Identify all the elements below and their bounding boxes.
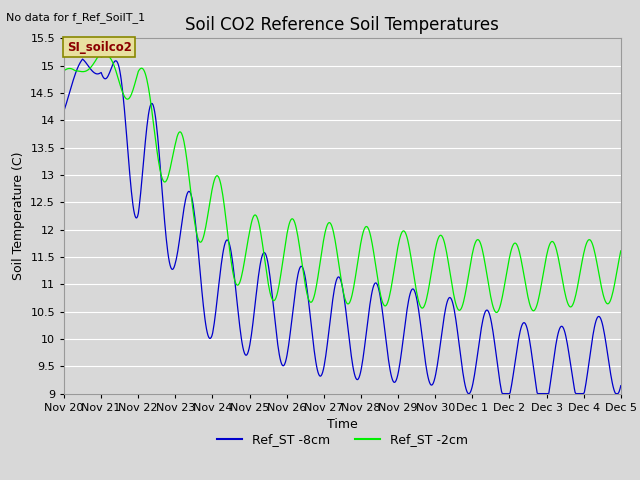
Ref_ST -8cm (128, 196, 136, 202)
Title: Soil CO2 Reference Soil Temperatures: Soil CO2 Reference Soil Temperatures (186, 16, 499, 34)
Ref_ST -2cm (128, 90, 136, 96)
Text: SI_soilco2: SI_soilco2 (67, 41, 132, 54)
Ref_ST -8cm (465, 391, 473, 396)
Ref_ST -2cm (60, 68, 68, 73)
Line: Ref_ST -8cm: Ref_ST -8cm (64, 59, 621, 394)
Ref_ST -2cm (411, 279, 419, 285)
Ref_ST -2cm (428, 271, 435, 277)
Ref_ST -2cm (214, 173, 222, 179)
Ref_ST -8cm (428, 382, 435, 388)
Ref_ST -2cm (97, 50, 104, 56)
Ref_ST -8cm (185, 189, 193, 194)
Text: No data for f_Ref_SoilT_1: No data for f_Ref_SoilT_1 (6, 12, 145, 23)
Ref_ST -8cm (617, 383, 625, 388)
Y-axis label: Soil Temperature (C): Soil Temperature (C) (12, 152, 25, 280)
Ref_ST -2cm (492, 310, 500, 315)
Ref_ST -8cm (60, 108, 68, 113)
Ref_ST -8cm (411, 288, 419, 294)
Legend: Ref_ST -8cm, Ref_ST -2cm: Ref_ST -8cm, Ref_ST -2cm (212, 428, 473, 451)
Ref_ST -8cm (70, 75, 78, 81)
Ref_ST -8cm (214, 288, 222, 294)
Ref_ST -2cm (185, 171, 193, 177)
Ref_ST -2cm (617, 248, 625, 254)
Ref_ST -8cm (79, 56, 86, 62)
Ref_ST -2cm (70, 67, 78, 73)
Line: Ref_ST -2cm: Ref_ST -2cm (64, 53, 621, 312)
X-axis label: Time: Time (327, 418, 358, 431)
